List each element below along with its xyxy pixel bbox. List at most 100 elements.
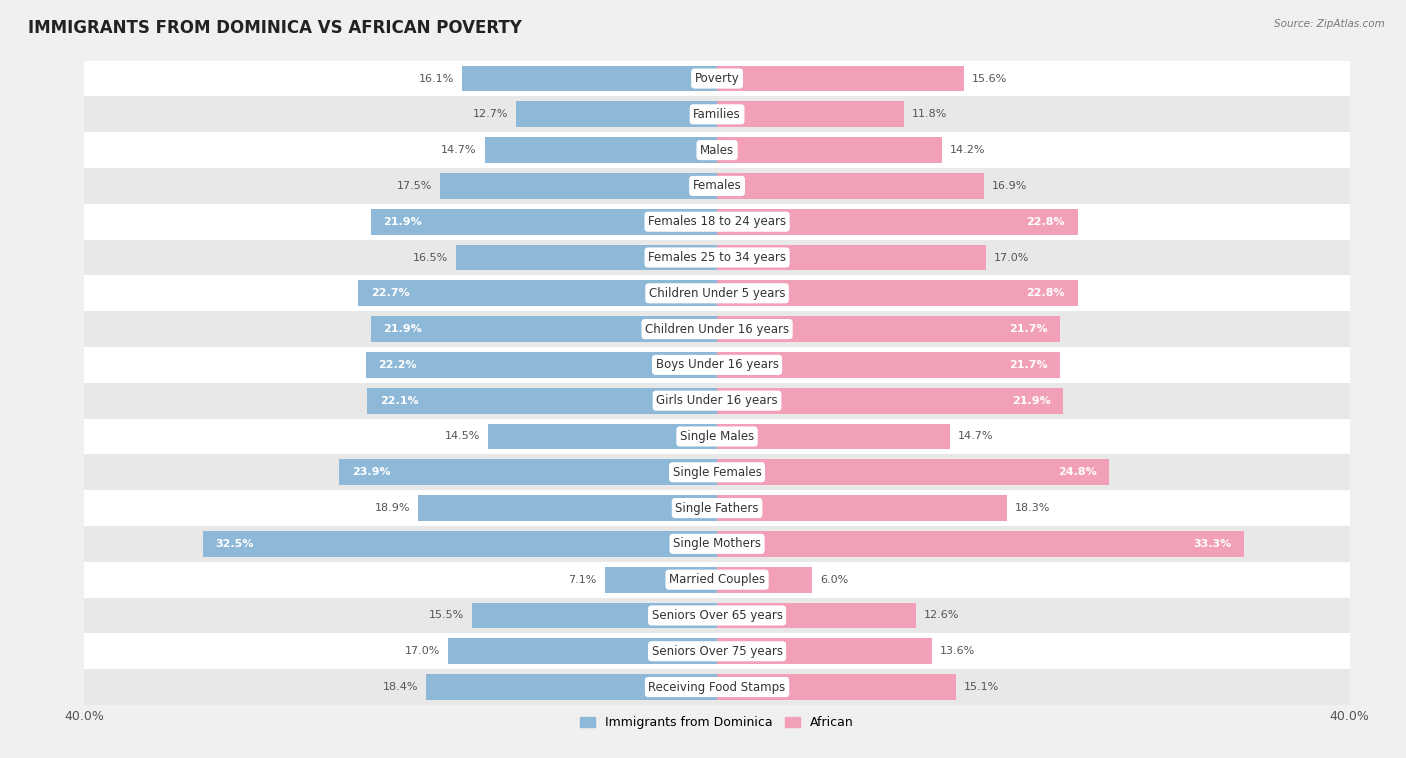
Bar bbox=[717, 245, 986, 271]
Bar bbox=[717, 531, 1244, 556]
Text: 6.0%: 6.0% bbox=[820, 575, 848, 584]
Text: 11.8%: 11.8% bbox=[911, 109, 948, 119]
Text: 18.4%: 18.4% bbox=[382, 682, 418, 692]
Text: 7.1%: 7.1% bbox=[568, 575, 598, 584]
Text: 22.8%: 22.8% bbox=[1026, 217, 1066, 227]
Text: Males: Males bbox=[700, 143, 734, 157]
Bar bbox=[463, 66, 717, 92]
Bar bbox=[426, 674, 717, 700]
Text: Poverty: Poverty bbox=[695, 72, 740, 85]
Text: 12.7%: 12.7% bbox=[472, 109, 509, 119]
Bar bbox=[84, 240, 1350, 275]
Bar bbox=[84, 132, 1350, 168]
Text: 17.0%: 17.0% bbox=[994, 252, 1029, 262]
Bar bbox=[84, 597, 1350, 634]
Bar bbox=[84, 312, 1350, 347]
Bar bbox=[84, 634, 1350, 669]
Bar bbox=[717, 102, 904, 127]
Text: 22.8%: 22.8% bbox=[1026, 288, 1066, 299]
Bar bbox=[367, 388, 717, 414]
Text: 24.8%: 24.8% bbox=[1057, 467, 1097, 478]
Bar bbox=[371, 316, 717, 342]
Bar bbox=[516, 102, 717, 127]
Bar bbox=[84, 418, 1350, 454]
Text: 22.2%: 22.2% bbox=[378, 360, 418, 370]
Text: Females: Females bbox=[693, 180, 741, 193]
Bar bbox=[717, 352, 1060, 377]
Text: 18.3%: 18.3% bbox=[1015, 503, 1050, 513]
Text: 17.0%: 17.0% bbox=[405, 647, 440, 656]
Text: Children Under 16 years: Children Under 16 years bbox=[645, 323, 789, 336]
Bar bbox=[485, 137, 717, 163]
Text: 22.1%: 22.1% bbox=[380, 396, 419, 406]
Text: Single Females: Single Females bbox=[672, 465, 762, 479]
Text: 21.7%: 21.7% bbox=[1010, 360, 1047, 370]
Text: 21.9%: 21.9% bbox=[384, 324, 422, 334]
Bar bbox=[717, 459, 1109, 485]
Text: Receiving Food Stamps: Receiving Food Stamps bbox=[648, 681, 786, 694]
Text: 21.7%: 21.7% bbox=[1010, 324, 1047, 334]
Bar bbox=[359, 280, 717, 306]
Bar bbox=[440, 173, 717, 199]
Text: 23.9%: 23.9% bbox=[352, 467, 391, 478]
Bar bbox=[84, 383, 1350, 418]
Text: Seniors Over 75 years: Seniors Over 75 years bbox=[651, 645, 783, 658]
Text: Females 18 to 24 years: Females 18 to 24 years bbox=[648, 215, 786, 228]
Bar bbox=[717, 173, 984, 199]
Bar bbox=[717, 316, 1060, 342]
Text: Girls Under 16 years: Girls Under 16 years bbox=[657, 394, 778, 407]
Text: 22.7%: 22.7% bbox=[371, 288, 409, 299]
Bar bbox=[605, 567, 717, 593]
Text: 32.5%: 32.5% bbox=[215, 539, 254, 549]
Bar bbox=[84, 490, 1350, 526]
Text: 18.9%: 18.9% bbox=[375, 503, 411, 513]
Bar bbox=[717, 567, 813, 593]
Text: Married Couples: Married Couples bbox=[669, 573, 765, 586]
Bar bbox=[84, 275, 1350, 312]
Bar bbox=[472, 603, 717, 628]
Text: 21.9%: 21.9% bbox=[384, 217, 422, 227]
Bar bbox=[84, 61, 1350, 96]
Text: Seniors Over 65 years: Seniors Over 65 years bbox=[651, 609, 783, 622]
Bar bbox=[371, 208, 717, 235]
Bar bbox=[456, 245, 717, 271]
Bar bbox=[717, 603, 917, 628]
Bar bbox=[84, 204, 1350, 240]
Bar bbox=[488, 424, 717, 449]
Bar bbox=[717, 638, 932, 664]
Text: 12.6%: 12.6% bbox=[924, 610, 960, 621]
Bar bbox=[84, 96, 1350, 132]
Text: Single Males: Single Males bbox=[681, 430, 754, 443]
Text: 14.7%: 14.7% bbox=[957, 431, 993, 441]
Text: 13.6%: 13.6% bbox=[941, 647, 976, 656]
Bar bbox=[366, 352, 717, 377]
Bar bbox=[717, 66, 965, 92]
Text: Families: Families bbox=[693, 108, 741, 121]
Text: 14.7%: 14.7% bbox=[441, 145, 477, 155]
Bar bbox=[717, 424, 949, 449]
Text: Single Mothers: Single Mothers bbox=[673, 537, 761, 550]
Bar bbox=[84, 454, 1350, 490]
Bar bbox=[418, 495, 717, 521]
Bar bbox=[717, 137, 942, 163]
Text: Children Under 5 years: Children Under 5 years bbox=[648, 287, 786, 300]
Text: Boys Under 16 years: Boys Under 16 years bbox=[655, 359, 779, 371]
Bar bbox=[717, 208, 1078, 235]
Bar bbox=[717, 388, 1063, 414]
Text: 15.5%: 15.5% bbox=[429, 610, 464, 621]
Bar bbox=[84, 168, 1350, 204]
Text: Source: ZipAtlas.com: Source: ZipAtlas.com bbox=[1274, 19, 1385, 29]
Text: 14.2%: 14.2% bbox=[949, 145, 986, 155]
Text: IMMIGRANTS FROM DOMINICA VS AFRICAN POVERTY: IMMIGRANTS FROM DOMINICA VS AFRICAN POVE… bbox=[28, 19, 522, 37]
Bar bbox=[84, 347, 1350, 383]
Text: 16.1%: 16.1% bbox=[419, 74, 454, 83]
Bar bbox=[717, 674, 956, 700]
Bar bbox=[84, 669, 1350, 705]
Text: Females 25 to 34 years: Females 25 to 34 years bbox=[648, 251, 786, 264]
Text: 14.5%: 14.5% bbox=[444, 431, 479, 441]
Text: 21.9%: 21.9% bbox=[1012, 396, 1050, 406]
Text: 16.9%: 16.9% bbox=[993, 181, 1028, 191]
Bar bbox=[449, 638, 717, 664]
Text: 15.1%: 15.1% bbox=[965, 682, 1000, 692]
Bar bbox=[84, 562, 1350, 597]
